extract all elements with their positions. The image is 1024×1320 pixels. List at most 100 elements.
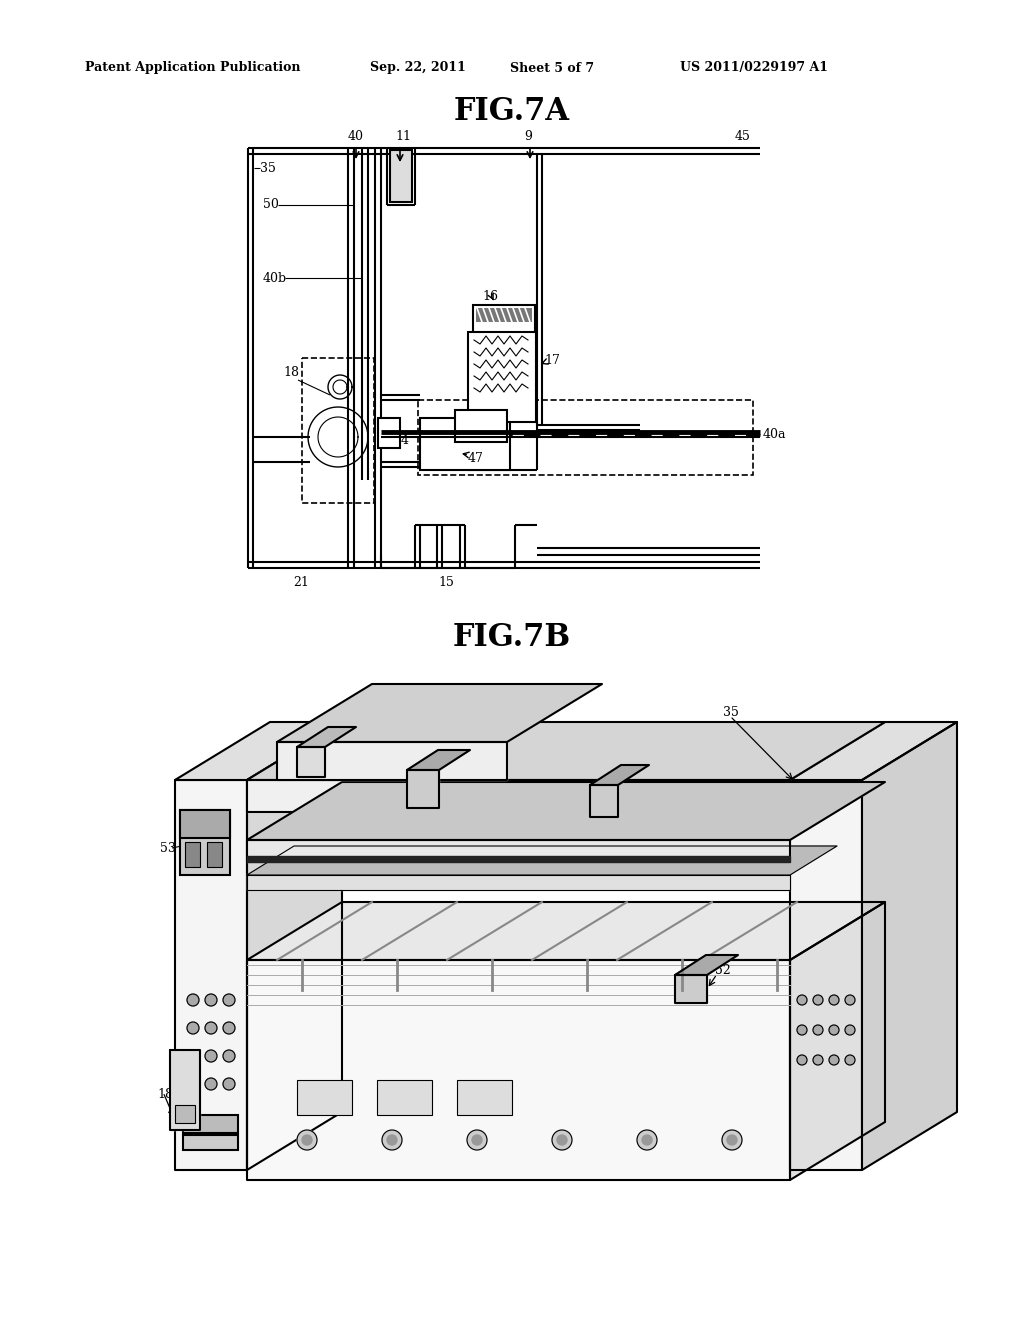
Bar [175, 1105, 195, 1123]
Polygon shape [278, 684, 602, 742]
Circle shape [797, 995, 807, 1005]
Text: 40: 40 [340, 705, 356, 718]
Text: FIG.7B: FIG.7B [453, 623, 571, 653]
Circle shape [302, 1135, 312, 1144]
Circle shape [813, 1026, 823, 1035]
Text: FIG.7A: FIG.7A [454, 96, 570, 128]
Bar [418, 400, 753, 475]
Polygon shape [247, 855, 790, 862]
Circle shape [205, 1049, 217, 1063]
Circle shape [813, 995, 823, 1005]
Circle shape [187, 1078, 199, 1090]
Text: 18: 18 [283, 366, 299, 379]
Bar [420, 418, 510, 470]
Bar [180, 810, 230, 875]
Bar [297, 1080, 352, 1115]
Circle shape [829, 1026, 839, 1035]
Text: 40b: 40b [625, 804, 649, 817]
Polygon shape [675, 975, 707, 1003]
Circle shape [187, 1049, 199, 1063]
Text: 40a: 40a [375, 711, 398, 725]
Circle shape [205, 1078, 217, 1090]
Text: 53: 53 [160, 842, 176, 854]
Polygon shape [297, 727, 356, 747]
Polygon shape [247, 875, 790, 890]
Polygon shape [297, 747, 325, 777]
Circle shape [223, 1022, 234, 1034]
Circle shape [297, 1130, 317, 1150]
Circle shape [223, 1049, 234, 1063]
Text: 50: 50 [349, 723, 365, 737]
Bar [302, 358, 374, 503]
Polygon shape [790, 722, 957, 780]
Bar [390, 150, 412, 202]
Bar [476, 308, 532, 322]
Bar [468, 333, 536, 422]
Bar [185, 842, 200, 867]
Text: Sheet 5 of 7: Sheet 5 of 7 [510, 62, 594, 74]
Polygon shape [278, 742, 507, 780]
Text: Patent Application Publication: Patent Application Publication [85, 62, 300, 74]
Circle shape [642, 1135, 652, 1144]
Circle shape [829, 1055, 839, 1065]
Text: 16: 16 [482, 289, 498, 302]
Text: 40a: 40a [763, 429, 786, 441]
Circle shape [722, 1130, 742, 1150]
Polygon shape [590, 785, 618, 817]
Bar [207, 842, 222, 867]
Circle shape [187, 1022, 199, 1034]
Circle shape [223, 994, 234, 1006]
Circle shape [797, 1055, 807, 1065]
Text: 9: 9 [524, 129, 531, 143]
Text: 14: 14 [393, 433, 409, 446]
Circle shape [557, 1135, 567, 1144]
Bar [473, 305, 535, 356]
Bar [377, 1080, 432, 1115]
Circle shape [727, 1135, 737, 1144]
Circle shape [637, 1130, 657, 1150]
Polygon shape [407, 770, 439, 808]
Text: 11: 11 [395, 129, 411, 143]
Bar [378, 418, 400, 447]
Text: 48: 48 [500, 404, 516, 417]
Text: 40b: 40b [263, 272, 287, 285]
Text: 35: 35 [260, 161, 275, 174]
Circle shape [387, 1135, 397, 1144]
Text: 53: 53 [487, 751, 503, 764]
Circle shape [205, 1022, 217, 1034]
Polygon shape [247, 780, 790, 812]
Text: 52: 52 [715, 964, 731, 977]
Circle shape [187, 994, 199, 1006]
Text: 40: 40 [348, 129, 364, 143]
Text: 15: 15 [438, 576, 454, 589]
Polygon shape [790, 902, 885, 1180]
Polygon shape [247, 960, 790, 1180]
Bar [455, 411, 507, 442]
Polygon shape [247, 846, 837, 875]
Bar [180, 810, 230, 838]
Polygon shape [247, 722, 885, 780]
Circle shape [472, 1135, 482, 1144]
Text: 17: 17 [544, 354, 560, 367]
Polygon shape [247, 781, 885, 840]
Text: US 2011/0229197 A1: US 2011/0229197 A1 [680, 62, 828, 74]
Polygon shape [407, 750, 470, 770]
Bar [457, 1080, 512, 1115]
Circle shape [845, 995, 855, 1005]
Circle shape [813, 1055, 823, 1065]
Circle shape [205, 994, 217, 1006]
Circle shape [223, 1078, 234, 1090]
Circle shape [797, 1026, 807, 1035]
Bar [183, 1115, 238, 1133]
Polygon shape [170, 1049, 200, 1130]
Polygon shape [247, 902, 885, 960]
Text: Sep. 22, 2011: Sep. 22, 2011 [370, 62, 466, 74]
Polygon shape [175, 780, 247, 1170]
Circle shape [845, 1026, 855, 1035]
Circle shape [552, 1130, 572, 1150]
Polygon shape [247, 722, 342, 1170]
Polygon shape [862, 722, 957, 1170]
Text: 50: 50 [263, 198, 279, 211]
Text: 35: 35 [723, 705, 739, 718]
Polygon shape [675, 954, 738, 975]
